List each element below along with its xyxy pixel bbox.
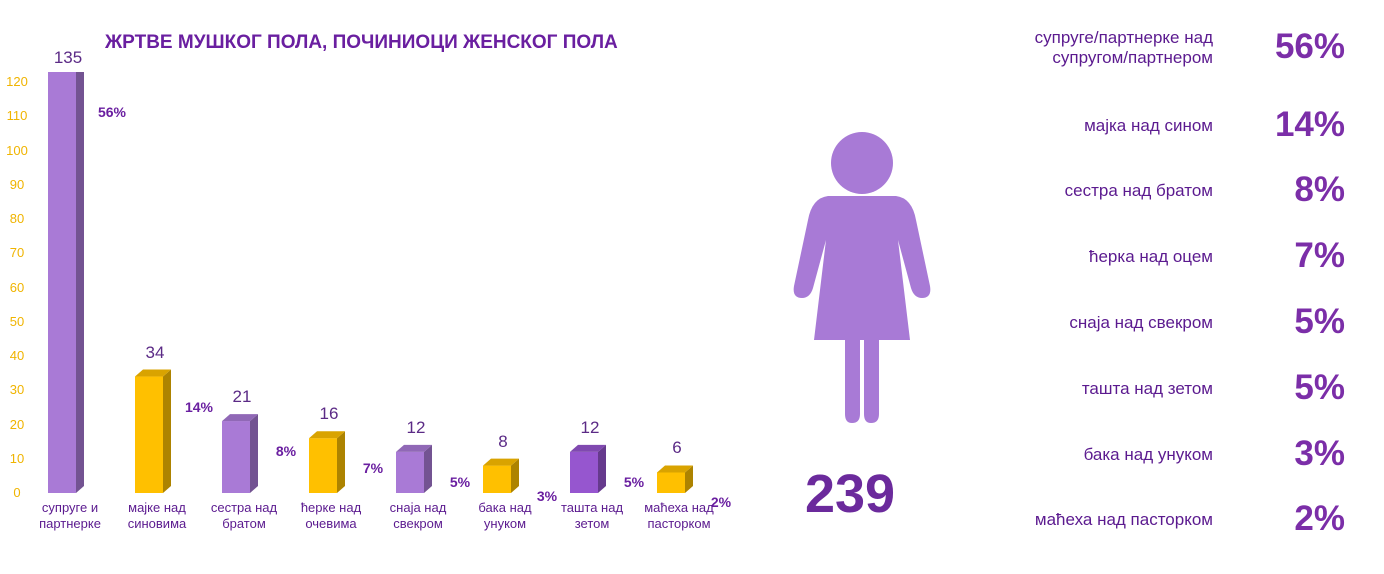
x-tick-label: супруге и партнерке [39, 500, 101, 531]
share-label: 5% [623, 473, 645, 490]
bar-top [48, 24, 84, 31]
breakdown-value: 3% [1294, 434, 1345, 473]
bar-side [250, 414, 258, 493]
bar-side [598, 444, 606, 493]
bar [657, 465, 693, 493]
breakdown-label: сестра над братом [1064, 181, 1213, 200]
value-label: 12 [406, 417, 426, 437]
share-label: 2% [710, 494, 732, 511]
bar-front [657, 472, 685, 493]
bar [222, 414, 258, 493]
bar [309, 431, 345, 493]
breakdown-value: 5% [1294, 302, 1345, 341]
x-tick-label: бака над унуком [478, 500, 532, 531]
bar-side [76, 72, 84, 493]
bar-top [657, 465, 693, 473]
share-label: 14% [184, 398, 214, 415]
bar-top [309, 431, 345, 439]
breakdown-label: снаја над свекром [1069, 313, 1213, 332]
breakdown-value: 5% [1294, 368, 1345, 407]
y-tick-label: 70 [9, 245, 25, 261]
x-tick-label: ташта над зетом [560, 500, 624, 531]
value-label: 21 [232, 387, 252, 407]
share-label: 8% [275, 443, 297, 460]
breakdown-value: 2% [1294, 499, 1345, 538]
value-label: 6 [672, 438, 682, 458]
value-label: 135 [53, 48, 83, 67]
value-label: 12 [580, 417, 600, 437]
x-tick-label: сестра над братом [210, 500, 278, 531]
y-tick-label: 120 [6, 74, 28, 89]
bar-front [48, 72, 76, 493]
y-tick-label: 30 [9, 382, 25, 398]
bar-top [135, 369, 171, 377]
bar-front [570, 451, 598, 493]
bar-top [396, 444, 432, 452]
total: 239 [804, 464, 896, 524]
bar [48, 24, 84, 493]
breakdown-value: 14% [1274, 105, 1345, 144]
woman-icon [793, 132, 931, 423]
share-label: 56% [97, 104, 127, 120]
value-label: 34 [145, 342, 165, 362]
y-tick-label: 40 [9, 348, 25, 363]
bar [396, 444, 432, 493]
bar-side [424, 444, 432, 493]
y-tick-label: 100 [6, 142, 28, 158]
value-label: 16 [319, 404, 339, 424]
bar-side [163, 369, 171, 493]
breakdown-label: маћеха над пасторком [1034, 510, 1213, 529]
bar-front [222, 421, 250, 493]
y-tick-label: 20 [9, 416, 25, 432]
bar-front [483, 465, 511, 493]
breakdown-value: 56% [1274, 27, 1345, 66]
breakdown-label: мајка над сином [1084, 116, 1213, 135]
breakdown-label: ташта над зетом [1081, 379, 1213, 398]
bar-front [135, 376, 163, 493]
x-tick-label: мајке над синовима [127, 500, 187, 531]
breakdown-value: 7% [1294, 236, 1345, 275]
bar-side [685, 465, 693, 493]
breakdown-value: 8% [1294, 170, 1345, 209]
share-label: 3% [536, 487, 558, 504]
x-tick-label: снаја над свекром [389, 500, 447, 531]
bar [570, 444, 606, 493]
bar-front [396, 451, 424, 493]
bar-top [483, 458, 519, 466]
bar-front [309, 438, 337, 493]
plot [48, 24, 693, 493]
breakdown-label: ћерка над оцем [1089, 247, 1213, 266]
share-label: 5% [449, 473, 471, 490]
bar-top [570, 444, 606, 452]
bar-side [337, 431, 345, 493]
y-tick-label: 60 [9, 279, 25, 295]
chart-title: ЖРТВЕ МУШКОГ ПОЛА, ПОЧИНИОЦИ ЖЕНСКОГ ПОЛ… [105, 32, 618, 53]
share-label: 7% [362, 460, 384, 477]
x-tick-label: ћерке над очевима [300, 500, 362, 531]
breakdown-label: бака над унуком [1083, 445, 1213, 464]
bar [483, 458, 519, 493]
y-tick-label: 80 [9, 211, 25, 226]
y-tick-label: 0 [13, 485, 21, 500]
breakdown-label: супруге/партнерке над супругом/партнером [1034, 27, 1213, 67]
y-tick-label: 110 [6, 108, 28, 124]
x-tick-label: маћеха над пасторком [644, 500, 714, 531]
y-tick-label: 90 [9, 176, 25, 192]
bar [135, 369, 171, 493]
y-tick-label: 50 [9, 313, 25, 329]
bar-top [222, 414, 258, 422]
y-tick-label: 10 [9, 450, 25, 466]
value-label: 8 [498, 431, 508, 451]
bar-side [511, 458, 519, 493]
